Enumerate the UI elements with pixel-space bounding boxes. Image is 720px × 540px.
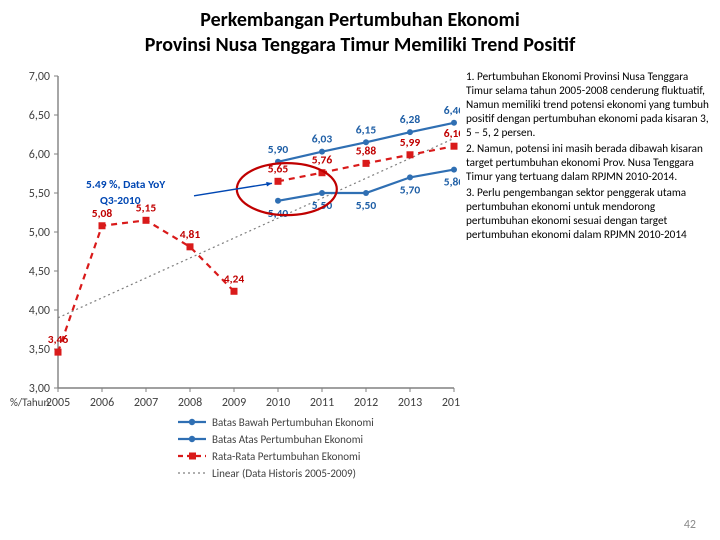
bullet-1: 1. Pertumbuhan Ekonomi Provinsi Nusa Ten… [466, 70, 714, 140]
svg-text:5,50: 5,50 [29, 187, 50, 201]
svg-text:%/Tahun: %/Tahun [10, 396, 49, 409]
svg-text:5,00: 5,00 [29, 226, 50, 240]
svg-text:5.49 %, Data YoY: 5.49 %, Data YoY [86, 178, 166, 192]
svg-text:5,76: 5,76 [312, 154, 333, 168]
svg-text:7,00: 7,00 [29, 70, 50, 84]
page-number: 42 [684, 518, 696, 532]
svg-text:2011: 2011 [310, 396, 334, 410]
title-line-1: Perkembangan Pertumbuhan Ekonomi [20, 8, 700, 33]
svg-text:Q3-2010: Q3-2010 [100, 194, 141, 208]
svg-text:5,80: 5,80 [444, 176, 460, 190]
svg-text:2010: 2010 [266, 396, 290, 410]
slide-title: Perkembangan Pertumbuhan Ekonomi Provins… [0, 0, 720, 62]
svg-text:2007: 2007 [134, 396, 158, 410]
svg-text:5,88: 5,88 [356, 144, 377, 158]
svg-text:6,50: 6,50 [29, 109, 50, 123]
svg-text:5,90: 5,90 [268, 143, 289, 157]
svg-text:Batas Atas Pertumbuhan Ekonomi: Batas Atas Pertumbuhan Ekonomi [212, 433, 363, 446]
svg-text:4,81: 4,81 [180, 228, 201, 242]
svg-text:2005: 2005 [46, 396, 70, 410]
svg-text:Linear (Data Historis 2005-200: Linear (Data Historis 2005-2009) [212, 467, 356, 480]
svg-text:5,50: 5,50 [356, 199, 377, 213]
svg-text:2009: 2009 [222, 396, 246, 410]
svg-text:6,15: 6,15 [356, 123, 377, 137]
content-row: 3,003,504,004,505,005,506,006,507,002005… [0, 62, 720, 496]
svg-text:6,00: 6,00 [29, 148, 50, 162]
svg-text:5,70: 5,70 [400, 183, 421, 197]
svg-text:6,10: 6,10 [444, 127, 460, 141]
svg-text:6,40: 6,40 [444, 104, 460, 118]
svg-text:2012: 2012 [354, 396, 378, 410]
svg-text:6,03: 6,03 [312, 133, 333, 147]
bullet-2: 2. Namun, potensi ini masih berada dibaw… [466, 142, 714, 184]
svg-text:Batas Bawah Pertumbuhan Ekonom: Batas Bawah Pertumbuhan Ekonomi [212, 416, 374, 429]
svg-text:4,24: 4,24 [224, 272, 245, 286]
title-line-2: Provinsi Nusa Tenggara Timur Memiliki Tr… [20, 33, 700, 58]
svg-text:5,08: 5,08 [92, 207, 113, 221]
svg-text:2006: 2006 [90, 396, 114, 410]
svg-text:Rata-Rata Pertumbuhan Ekonomi: Rata-Rata Pertumbuhan Ekonomi [212, 450, 360, 463]
bullet-3: 3. Perlu pengembangan sektor penggerak u… [466, 186, 714, 242]
svg-text:2014: 2014 [442, 396, 460, 410]
chart-container: 3,003,504,004,505,005,506,006,507,002005… [6, 66, 460, 496]
svg-text:2008: 2008 [178, 396, 202, 410]
svg-text:4,00: 4,00 [29, 304, 50, 318]
svg-text:5,99: 5,99 [400, 136, 421, 150]
analysis-text: 1. Pertumbuhan Ekonomi Provinsi Nusa Ten… [466, 66, 714, 496]
economic-growth-chart: 3,003,504,004,505,005,506,006,507,002005… [6, 66, 460, 496]
svg-text:2013: 2013 [398, 396, 422, 410]
svg-text:6,28: 6,28 [400, 113, 421, 127]
svg-text:3,00: 3,00 [29, 382, 50, 396]
svg-text:4,50: 4,50 [29, 265, 50, 279]
svg-text:3,46: 3,46 [48, 333, 69, 347]
